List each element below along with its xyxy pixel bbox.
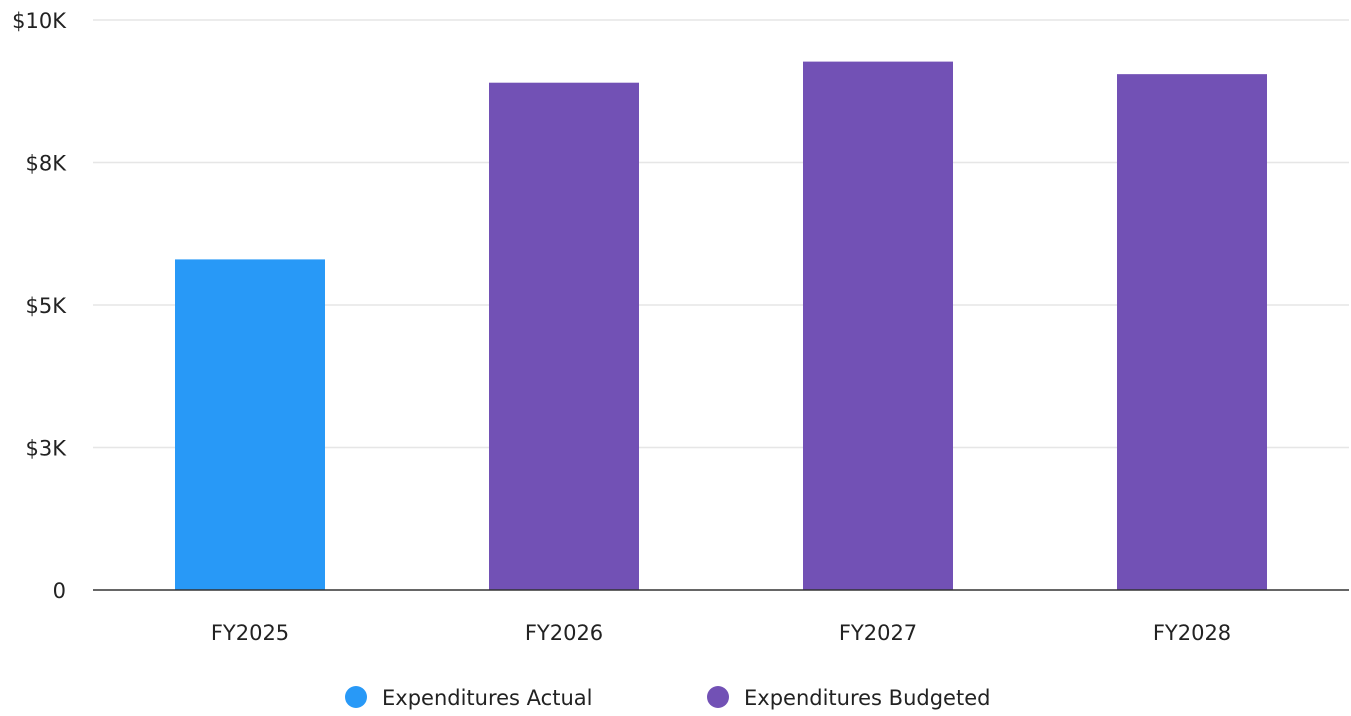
y-tick-label: $8K [26,152,68,176]
legend-swatch [707,686,729,708]
y-tick-label: $3K [26,437,68,461]
y-axis-ticks: 0 $3K $5K $8K $10K [12,9,67,603]
legend[interactable]: Expenditures Actual Expenditures Budgeted [345,686,990,710]
x-tick-label: FY2027 [839,621,917,645]
bars [175,61,1267,591]
y-tick-label: $10K [12,9,67,33]
legend-item-budgeted[interactable]: Expenditures Budgeted [707,686,990,710]
y-tick-label: $5K [26,294,68,318]
y-tick-label: 0 [53,579,66,603]
bar-fy2026[interactable] [489,82,639,590]
bar-fy2028[interactable] [1117,74,1267,590]
legend-item-actual[interactable]: Expenditures Actual [345,686,592,710]
x-axis-ticks: FY2025 FY2026 FY2027 FY2028 [211,621,1231,645]
legend-label: Expenditures Actual [382,686,592,710]
x-tick-label: FY2028 [1153,621,1231,645]
x-tick-label: FY2025 [211,621,289,645]
bar-fy2025[interactable] [175,259,325,590]
legend-label: Expenditures Budgeted [744,686,990,710]
x-tick-label: FY2026 [525,621,603,645]
bar-fy2027[interactable] [803,61,953,591]
legend-swatch [345,686,367,708]
